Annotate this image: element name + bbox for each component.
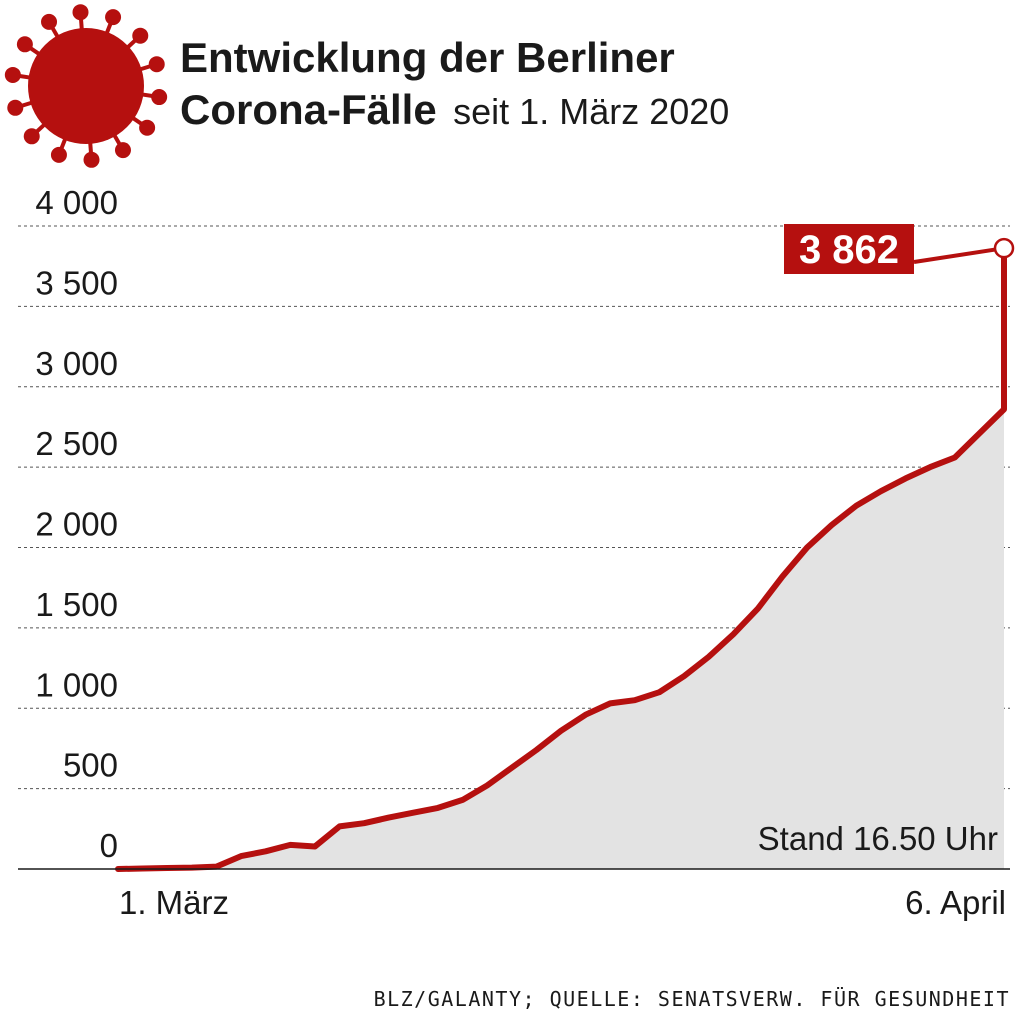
chart-title-line2: Corona-Fälle <box>180 86 437 133</box>
virus-spike-tip <box>105 9 122 26</box>
x-tick-label: 1. März <box>119 884 229 921</box>
chart-subtitle: seit 1. März 2020 <box>453 91 729 132</box>
highlight-value-label: 3 862 <box>799 228 899 272</box>
highlight-value-box <box>784 224 914 274</box>
y-tick-label: 1 500 <box>35 586 118 623</box>
virus-spike-tip <box>7 99 24 116</box>
data-point <box>632 697 638 703</box>
source-credit: BLZ/GALANTY; QUELLE: SENATSVERW. FÜR GES… <box>374 987 1010 1011</box>
virus-spike-tip <box>4 66 21 83</box>
data-point <box>558 728 564 734</box>
data-point <box>927 464 933 470</box>
virus-icon <box>4 4 168 168</box>
data-point <box>804 545 810 551</box>
virus-spike-tip <box>114 142 131 159</box>
x-tick-label: 6. April <box>905 884 1006 921</box>
y-tick-label: 2 500 <box>35 425 118 462</box>
data-point <box>681 673 687 679</box>
virus-body <box>28 28 144 144</box>
data-point <box>853 503 859 509</box>
y-tick-label: 500 <box>63 747 118 784</box>
data-point <box>460 797 466 803</box>
status-annotation: Stand 16.50 Uhr <box>758 820 998 857</box>
chart-title-line1: Entwicklung der Berliner <box>180 34 675 81</box>
data-point <box>238 853 244 859</box>
data-point <box>1001 406 1007 412</box>
x-axis-labels: 1. März 6. April <box>119 884 1006 921</box>
data-point <box>656 689 662 695</box>
virus-spike-tip <box>16 36 33 53</box>
data-point <box>435 805 441 811</box>
y-tick-label: 3 500 <box>35 264 118 301</box>
data-point <box>312 843 318 849</box>
data-point <box>386 815 392 821</box>
data-point <box>287 842 293 848</box>
y-tick-label: 0 <box>100 827 118 864</box>
data-point <box>337 823 343 829</box>
virus-spike-tip <box>23 128 40 145</box>
series-line <box>115 245 1007 872</box>
data-point <box>878 488 884 494</box>
data-point <box>730 631 736 637</box>
y-tick-label: 2 000 <box>35 506 118 543</box>
y-axis-labels: 0 500 1 000 1 500 2 000 2 500 3 000 3 500 4 000 <box>35 184 118 864</box>
data-point <box>780 573 786 579</box>
data-point <box>952 454 958 460</box>
virus-spike-tip <box>50 146 67 163</box>
data-point <box>755 606 761 612</box>
y-tick-label: 3 000 <box>35 345 118 382</box>
data-point <box>263 848 269 854</box>
data-point <box>706 654 712 660</box>
y-tick-label: 1 000 <box>35 666 118 703</box>
data-point <box>607 700 613 706</box>
virus-spike-tip <box>83 151 100 168</box>
data-point <box>164 865 170 871</box>
virus-spike-tip <box>148 56 165 73</box>
virus-spike-tip <box>72 4 89 21</box>
data-point <box>361 820 367 826</box>
data-point <box>509 765 515 771</box>
virus-spike-tip <box>41 13 58 30</box>
data-point <box>903 475 909 481</box>
highlight-callout: 3 862 <box>784 224 1015 274</box>
data-point <box>976 430 982 436</box>
data-point <box>533 747 539 753</box>
series-area <box>118 248 1004 869</box>
data-point <box>829 522 835 528</box>
virus-spike-tip <box>139 119 156 136</box>
data-point <box>484 782 490 788</box>
virus-spike-tip <box>151 89 168 106</box>
highlight-point <box>993 237 1015 259</box>
data-point <box>583 712 589 718</box>
y-tick-label: 4 000 <box>35 184 118 221</box>
highlight-leader-line <box>913 246 1005 264</box>
chart-title-line2-row: Corona-Fälle seit 1. März 2020 <box>180 86 729 133</box>
virus-spike-tip <box>132 27 149 44</box>
data-point <box>410 810 416 816</box>
